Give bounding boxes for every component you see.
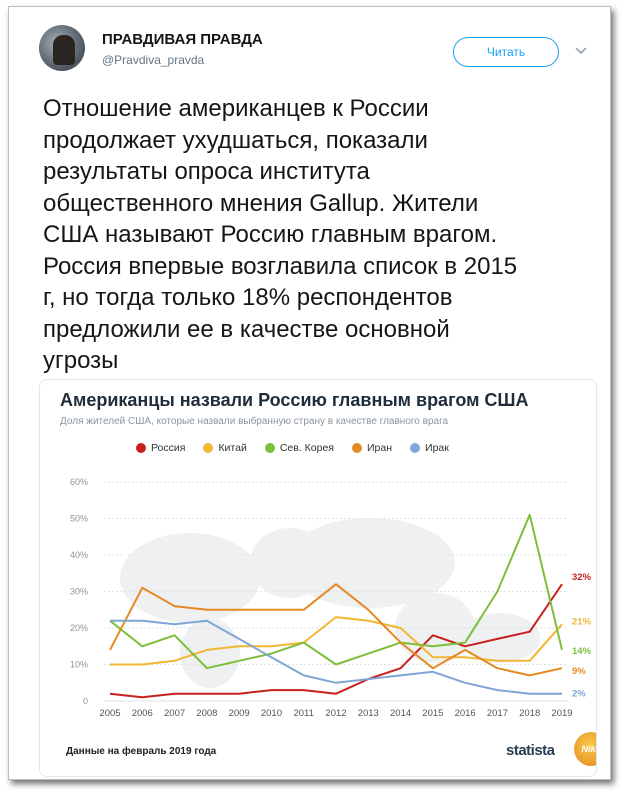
chart-subtitle: Доля жителей США, которые назвали выбран… xyxy=(60,416,449,427)
tweet-line: Россия впервые возглавила список в 2015 xyxy=(43,252,518,280)
end-value-label: 2% xyxy=(572,689,586,700)
tweet-line: продолжает ухудшаться, показали xyxy=(43,126,428,154)
chart-legend: Россия Китай Сев. Корея Иран Ирак xyxy=(136,442,449,454)
statista-logo: statista xyxy=(506,742,555,759)
tweet-line: г, но тогда только 18% респондентов xyxy=(43,284,453,311)
y-tick-label: 40% xyxy=(70,550,88,560)
legend-swatch xyxy=(264,443,275,453)
legend-label: Ирак xyxy=(425,442,449,454)
chart-title: Американцы назвали Россию главным врагом… xyxy=(60,390,529,410)
source-note: Данные на февраль 2019 года xyxy=(66,746,217,757)
tweet-line: угрозы xyxy=(43,347,119,374)
legend-item: Россия xyxy=(136,442,185,454)
legend-label: Россия xyxy=(151,442,186,454)
series-line xyxy=(110,619,562,695)
x-tick-label: 2011 xyxy=(293,708,313,719)
line-chart: 0 10% 20% 30% 40% 50% 60% 2005 2006 2007 2008 2009 2… xyxy=(70,477,592,719)
y-tick-label: 20% xyxy=(70,623,88,633)
tweet-text: Отношение американцев к России продолжае… xyxy=(43,93,588,377)
end-value-label: 21% xyxy=(572,616,592,627)
x-tick-label: 2014 xyxy=(390,708,411,719)
series-line xyxy=(109,583,563,699)
x-tick-label: 2007 xyxy=(164,708,185,719)
x-tick-label: 2017 xyxy=(487,708,508,719)
tweet-frame: ПРАВДИВАЯ ПРАВДА @Pravdiva_pravda Читать… xyxy=(8,6,611,780)
end-value-label: 32% xyxy=(572,572,592,583)
legend-swatch xyxy=(351,443,362,453)
tweet-line: результаты опроса института xyxy=(43,158,370,185)
tweet-line: предложили ее в качестве основной xyxy=(43,315,450,343)
map-backdrop-shape xyxy=(285,518,455,608)
watermark-stamp: Nika xyxy=(574,732,596,766)
chevron-down-icon[interactable] xyxy=(574,44,588,58)
x-tick-label: 2005 xyxy=(99,708,120,719)
series-line xyxy=(109,513,563,670)
legend-item: Ирак xyxy=(410,442,449,454)
x-tick-label: 2016 xyxy=(455,708,476,719)
x-tick-label: 2018 xyxy=(519,708,540,719)
map-backdrop-shape xyxy=(180,618,240,688)
x-tick-label: 2006 xyxy=(132,708,153,719)
y-tick-label: 60% xyxy=(70,477,88,487)
tweet-line: Отношение американцев к России xyxy=(43,95,429,122)
end-value-label: 9% xyxy=(572,666,586,677)
y-tick-label: 0 xyxy=(83,696,88,706)
x-tick-label: 2008 xyxy=(196,708,217,719)
legend-label: Сев. Корея xyxy=(279,442,334,454)
legend-item: Китай xyxy=(203,442,247,454)
media-card[interactable]: Американцы назвали Россию главным врагом… xyxy=(39,379,597,777)
tweet-line: общественного мнения Gallup. Жители xyxy=(43,189,479,217)
legend-item: Иран xyxy=(351,442,393,454)
series-line xyxy=(110,616,563,666)
end-value-label: 14% xyxy=(572,646,592,657)
avatar[interactable] xyxy=(39,25,85,71)
x-tick-label: 2019 xyxy=(551,708,572,719)
follow-button[interactable]: Читать xyxy=(453,37,559,67)
x-tick-label: 2009 xyxy=(229,708,250,719)
y-tick-label: 30% xyxy=(70,587,88,597)
y-tick-label: 50% xyxy=(70,514,88,524)
y-tick-label: 10% xyxy=(70,660,88,670)
x-tick-label: 2013 xyxy=(358,708,379,719)
legend-swatch xyxy=(136,443,146,453)
map-backdrop-shape xyxy=(395,593,475,663)
account-handle[interactable]: @Pravdiva_pravda xyxy=(102,53,205,67)
legend-item: Сев. Корея xyxy=(264,442,334,454)
bear-avatar-icon xyxy=(53,35,75,65)
legend-swatch xyxy=(410,443,421,453)
x-tick-label: 2010 xyxy=(261,708,282,719)
account-name[interactable]: ПРАВДИВАЯ ПРАВДА xyxy=(102,31,263,48)
legend-label: Иран xyxy=(366,442,393,454)
series-line xyxy=(109,583,563,677)
legend-swatch xyxy=(203,443,214,453)
legend-label: Китай xyxy=(218,442,247,454)
tweet-line: США называют Россию главным врагом. xyxy=(43,221,498,248)
x-tick-label: 2012 xyxy=(325,708,346,719)
x-tick-label: 2015 xyxy=(422,708,443,719)
